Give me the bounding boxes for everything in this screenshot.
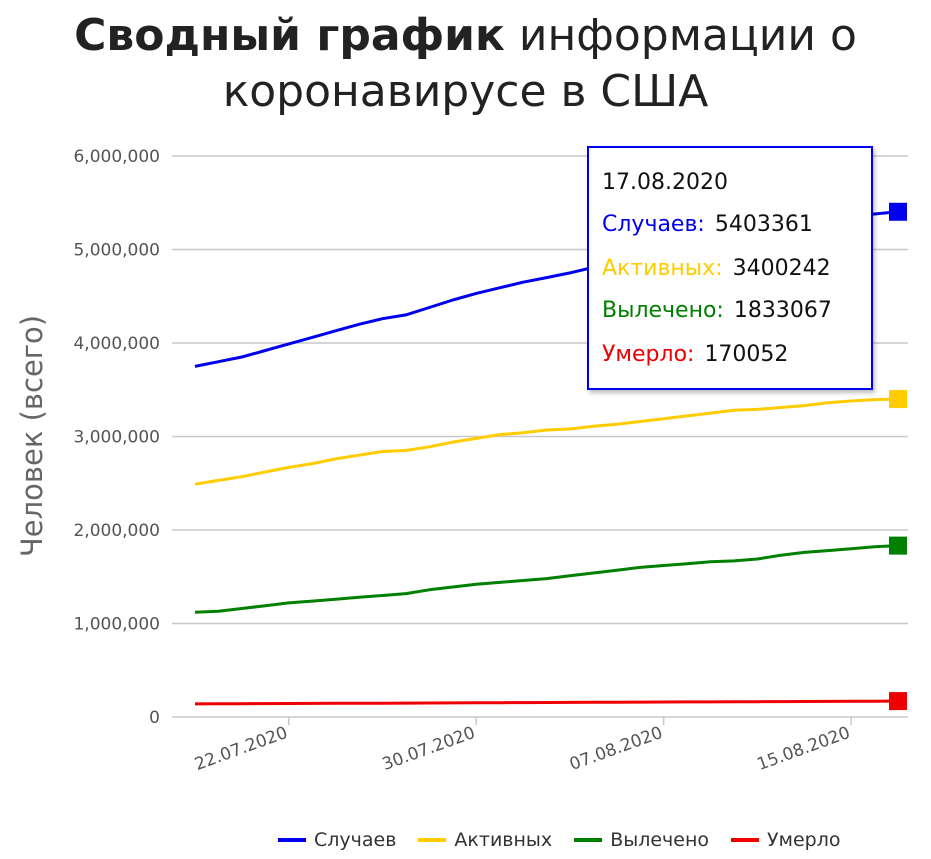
series-marker xyxy=(889,202,907,221)
series-marker xyxy=(889,390,907,409)
x-tick-label: 15.08.2020 xyxy=(755,723,853,775)
x-tick-label: 30.07.2020 xyxy=(380,723,478,775)
legend-label-cases: Случаев xyxy=(314,829,397,851)
tooltip-value-cases: 5403361 xyxy=(714,212,813,237)
y-tick-label: 3,000,000 xyxy=(73,428,160,448)
tooltip-date: 17.08.2020 xyxy=(602,170,728,195)
legend: Случаев Активных Вылечено Умерло xyxy=(278,826,862,854)
series-marker xyxy=(889,536,907,555)
tooltip-value-active: 3400242 xyxy=(732,256,831,281)
y-tick-label: 2,000,000 xyxy=(73,521,160,541)
y-axis-ticks: 0 1,000,000 2,000,000 3,000,000 4,000,000 5,0… xyxy=(73,147,160,728)
tooltip-row-active: Активных: 3400242 xyxy=(602,256,831,281)
y-axis-label: Человек (всего) xyxy=(15,315,49,557)
tooltip-row-deaths: Умерло: 170052 xyxy=(602,342,788,367)
legend-swatch-recovered xyxy=(574,838,603,842)
chart-title-rest: информации о коронавирусе в США xyxy=(222,10,857,117)
legend-label-deaths: Умерло xyxy=(767,829,841,851)
series-marker xyxy=(889,692,907,711)
legend-item-recovered[interactable]: Вылечено xyxy=(574,829,709,851)
tooltip-label-active: Активных: xyxy=(602,256,723,281)
hover-tooltip: 17.08.2020 Случаев: 5403361 Активных: 3400… xyxy=(587,146,873,390)
tooltip-row-recovered: Вылечено: 1833067 xyxy=(602,298,832,323)
series-line xyxy=(194,397,899,486)
y-tick-label: 0 xyxy=(149,708,160,728)
y-tick-label: 5,000,000 xyxy=(73,241,160,261)
series-line xyxy=(194,699,899,706)
legend-swatch-active xyxy=(418,838,447,842)
y-tick-label: 6,000,000 xyxy=(73,147,160,167)
tooltip-label-recovered: Вылечено: xyxy=(602,298,724,323)
legend-item-cases[interactable]: Случаев xyxy=(278,829,396,851)
legend-label-recovered: Вылечено xyxy=(610,829,710,851)
x-tick-label: 22.07.2020 xyxy=(192,723,290,775)
chart-title: Сводный график информации о коронавирусе… xyxy=(0,8,931,120)
legend-item-active[interactable]: Активных xyxy=(418,829,552,851)
legend-swatch-cases xyxy=(278,838,306,842)
series-line xyxy=(194,544,899,614)
y-tick-label: 4,000,000 xyxy=(73,334,160,354)
tooltip-row-cases: Случаев: 5403361 xyxy=(602,212,813,237)
legend-swatch-deaths xyxy=(731,838,760,842)
tooltip-value-deaths: 170052 xyxy=(704,342,789,367)
y-tick-label: 1,000,000 xyxy=(73,615,160,635)
tooltip-label-deaths: Умерло: xyxy=(602,342,695,367)
chart-title-bold: Сводный график xyxy=(74,10,505,61)
tooltip-label-cases: Случаев: xyxy=(602,212,705,237)
x-axis-ticks: 22.07.2020 30.07.2020 07.08.2020 15.08.2020 xyxy=(192,717,853,775)
legend-label-active: Активных xyxy=(454,829,553,851)
x-tick-label: 07.08.2020 xyxy=(567,723,665,775)
series-group xyxy=(194,202,907,711)
legend-item-deaths[interactable]: Умерло xyxy=(731,829,840,851)
tooltip-value-recovered: 1833067 xyxy=(733,298,832,323)
